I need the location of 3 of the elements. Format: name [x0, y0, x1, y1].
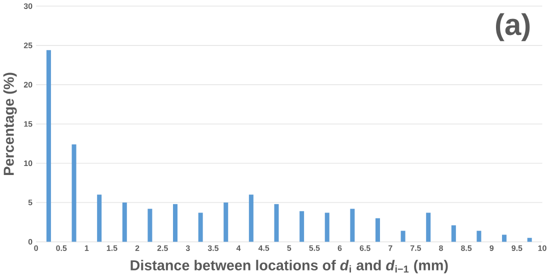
y-axis-title: Percentage (%) [3, 73, 17, 176]
annotation: (a) [496, 13, 530, 42]
x-axis-title: Distance between locations of d$_{i}$ and d$_{i−1}$ (mm) [130, 260, 448, 274]
